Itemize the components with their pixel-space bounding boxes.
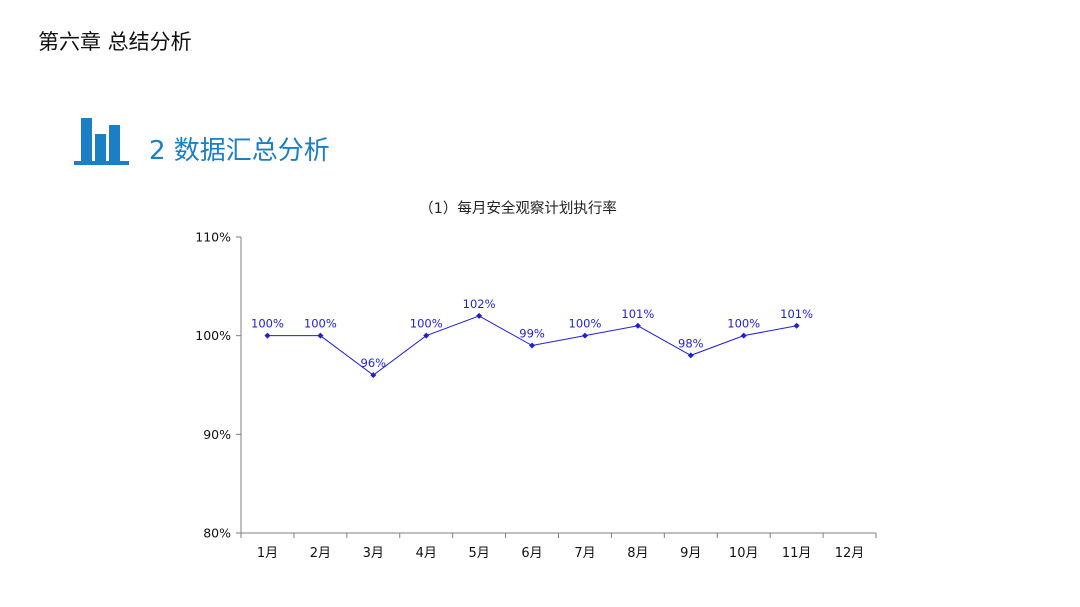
- x-tick-label: 1月: [257, 546, 278, 561]
- chart-axes: [240, 237, 876, 534]
- data-point: [687, 352, 694, 359]
- x-tick-label: 10月: [729, 546, 759, 561]
- data-label: 99%: [519, 327, 545, 341]
- data-label: 100%: [569, 317, 602, 331]
- data-point: [423, 332, 430, 339]
- y-tick-label: 90%: [203, 427, 231, 442]
- data-label: 96%: [361, 356, 387, 370]
- data-point: [529, 342, 536, 349]
- section-title: 2 数据汇总分析: [149, 136, 330, 166]
- data-point: [581, 332, 588, 339]
- data-labels: 100% 100% 96% 100% 102% 99% 100% 101% 98% 100% 101…: [251, 297, 813, 370]
- data-point: [370, 372, 377, 379]
- data-label: 100%: [304, 317, 337, 331]
- data-label: 101%: [621, 307, 654, 321]
- y-axis-ticks: 80% 90% 100% 110%: [195, 230, 241, 541]
- x-tick-label: 8月: [627, 546, 648, 561]
- chapter-title: 第六章 总结分析: [38, 30, 192, 54]
- x-tick-label: 7月: [574, 546, 595, 561]
- bar-chart-icon: [74, 118, 129, 165]
- x-tick-label: 3月: [363, 546, 384, 561]
- x-tick-label: 11月: [782, 546, 812, 561]
- x-tick-label: 6月: [521, 546, 542, 561]
- data-point: [793, 322, 800, 329]
- data-point: [317, 332, 324, 339]
- data-label: 102%: [463, 297, 496, 311]
- data-point: [740, 332, 747, 339]
- data-label: 100%: [727, 317, 760, 331]
- y-tick-label: 80%: [203, 526, 231, 541]
- series-group: [264, 312, 800, 379]
- data-point: [476, 312, 483, 319]
- chart-title: （1）每月安全观察计划执行率: [419, 199, 617, 217]
- x-tick-label: 2月: [310, 546, 331, 561]
- data-label: 98%: [678, 336, 704, 350]
- data-point: [634, 322, 641, 329]
- x-tick-label: 4月: [416, 546, 437, 561]
- data-label: 101%: [780, 307, 813, 321]
- y-tick-label: 100%: [195, 328, 231, 343]
- data-label: 100%: [251, 317, 284, 331]
- data-point: [264, 332, 271, 339]
- x-tick-label: 5月: [468, 546, 489, 561]
- y-tick-label: 110%: [195, 230, 231, 245]
- x-tick-label: 9月: [680, 546, 701, 561]
- x-axis-ticks: 1月 2月 3月 4月 5月 6月 7月 8月 9月 10月 11月 12月: [240, 533, 877, 561]
- x-tick-label: 12月: [835, 546, 865, 561]
- data-label: 100%: [410, 317, 443, 331]
